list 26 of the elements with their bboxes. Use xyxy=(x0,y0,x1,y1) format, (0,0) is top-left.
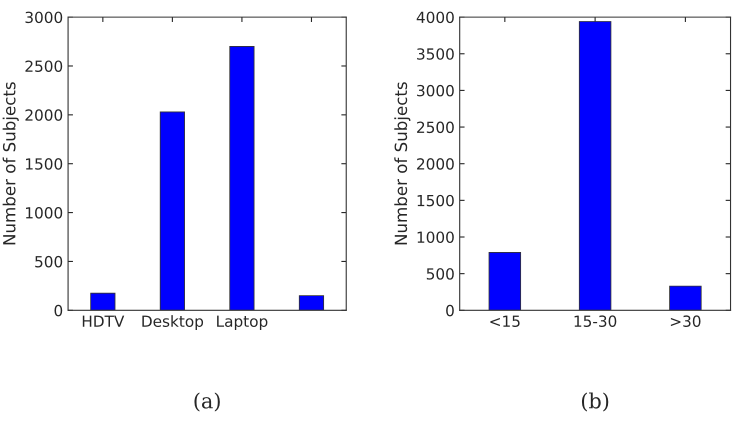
y-axis-title: Number of Subjects xyxy=(394,82,410,244)
y-tick-label: 500 xyxy=(426,268,454,280)
y-tick-label: 3000 xyxy=(26,12,62,24)
x-axis-title: (a) xyxy=(194,392,220,412)
x-tick-label: >30 xyxy=(670,315,700,327)
y-tick-label: 1000 xyxy=(418,231,454,244)
x-tick-label: Desktop xyxy=(142,315,204,330)
y-tick-label: 0 xyxy=(446,304,454,316)
y-tick-label: 1500 xyxy=(26,158,62,170)
x-tick-label: 15-30 xyxy=(574,315,616,327)
y-tick-label: 2000 xyxy=(25,109,62,121)
y-tick-label: 1000 xyxy=(26,207,62,219)
y-tick-label: 2500 xyxy=(25,60,62,72)
y-tick-label: 1500 xyxy=(418,194,454,206)
y-tick-label: 3000 xyxy=(417,84,454,96)
y-tick-label: 2000 xyxy=(417,158,454,170)
y-tick-label: 4000 xyxy=(416,12,454,24)
x-tick-label: Laptop xyxy=(217,316,268,330)
x-tick-label: HDTV xyxy=(82,316,124,327)
x-axis-title: (b) xyxy=(582,392,608,412)
x-tick-label: <15 xyxy=(490,316,520,327)
y-tick-label: 0 xyxy=(54,304,62,316)
y-tick-label: 2500 xyxy=(417,122,454,134)
y-tick-label: 500 xyxy=(35,256,62,268)
y-axis-title: Number of Subjects xyxy=(2,82,19,244)
y-tick-label: 3500 xyxy=(417,48,454,60)
